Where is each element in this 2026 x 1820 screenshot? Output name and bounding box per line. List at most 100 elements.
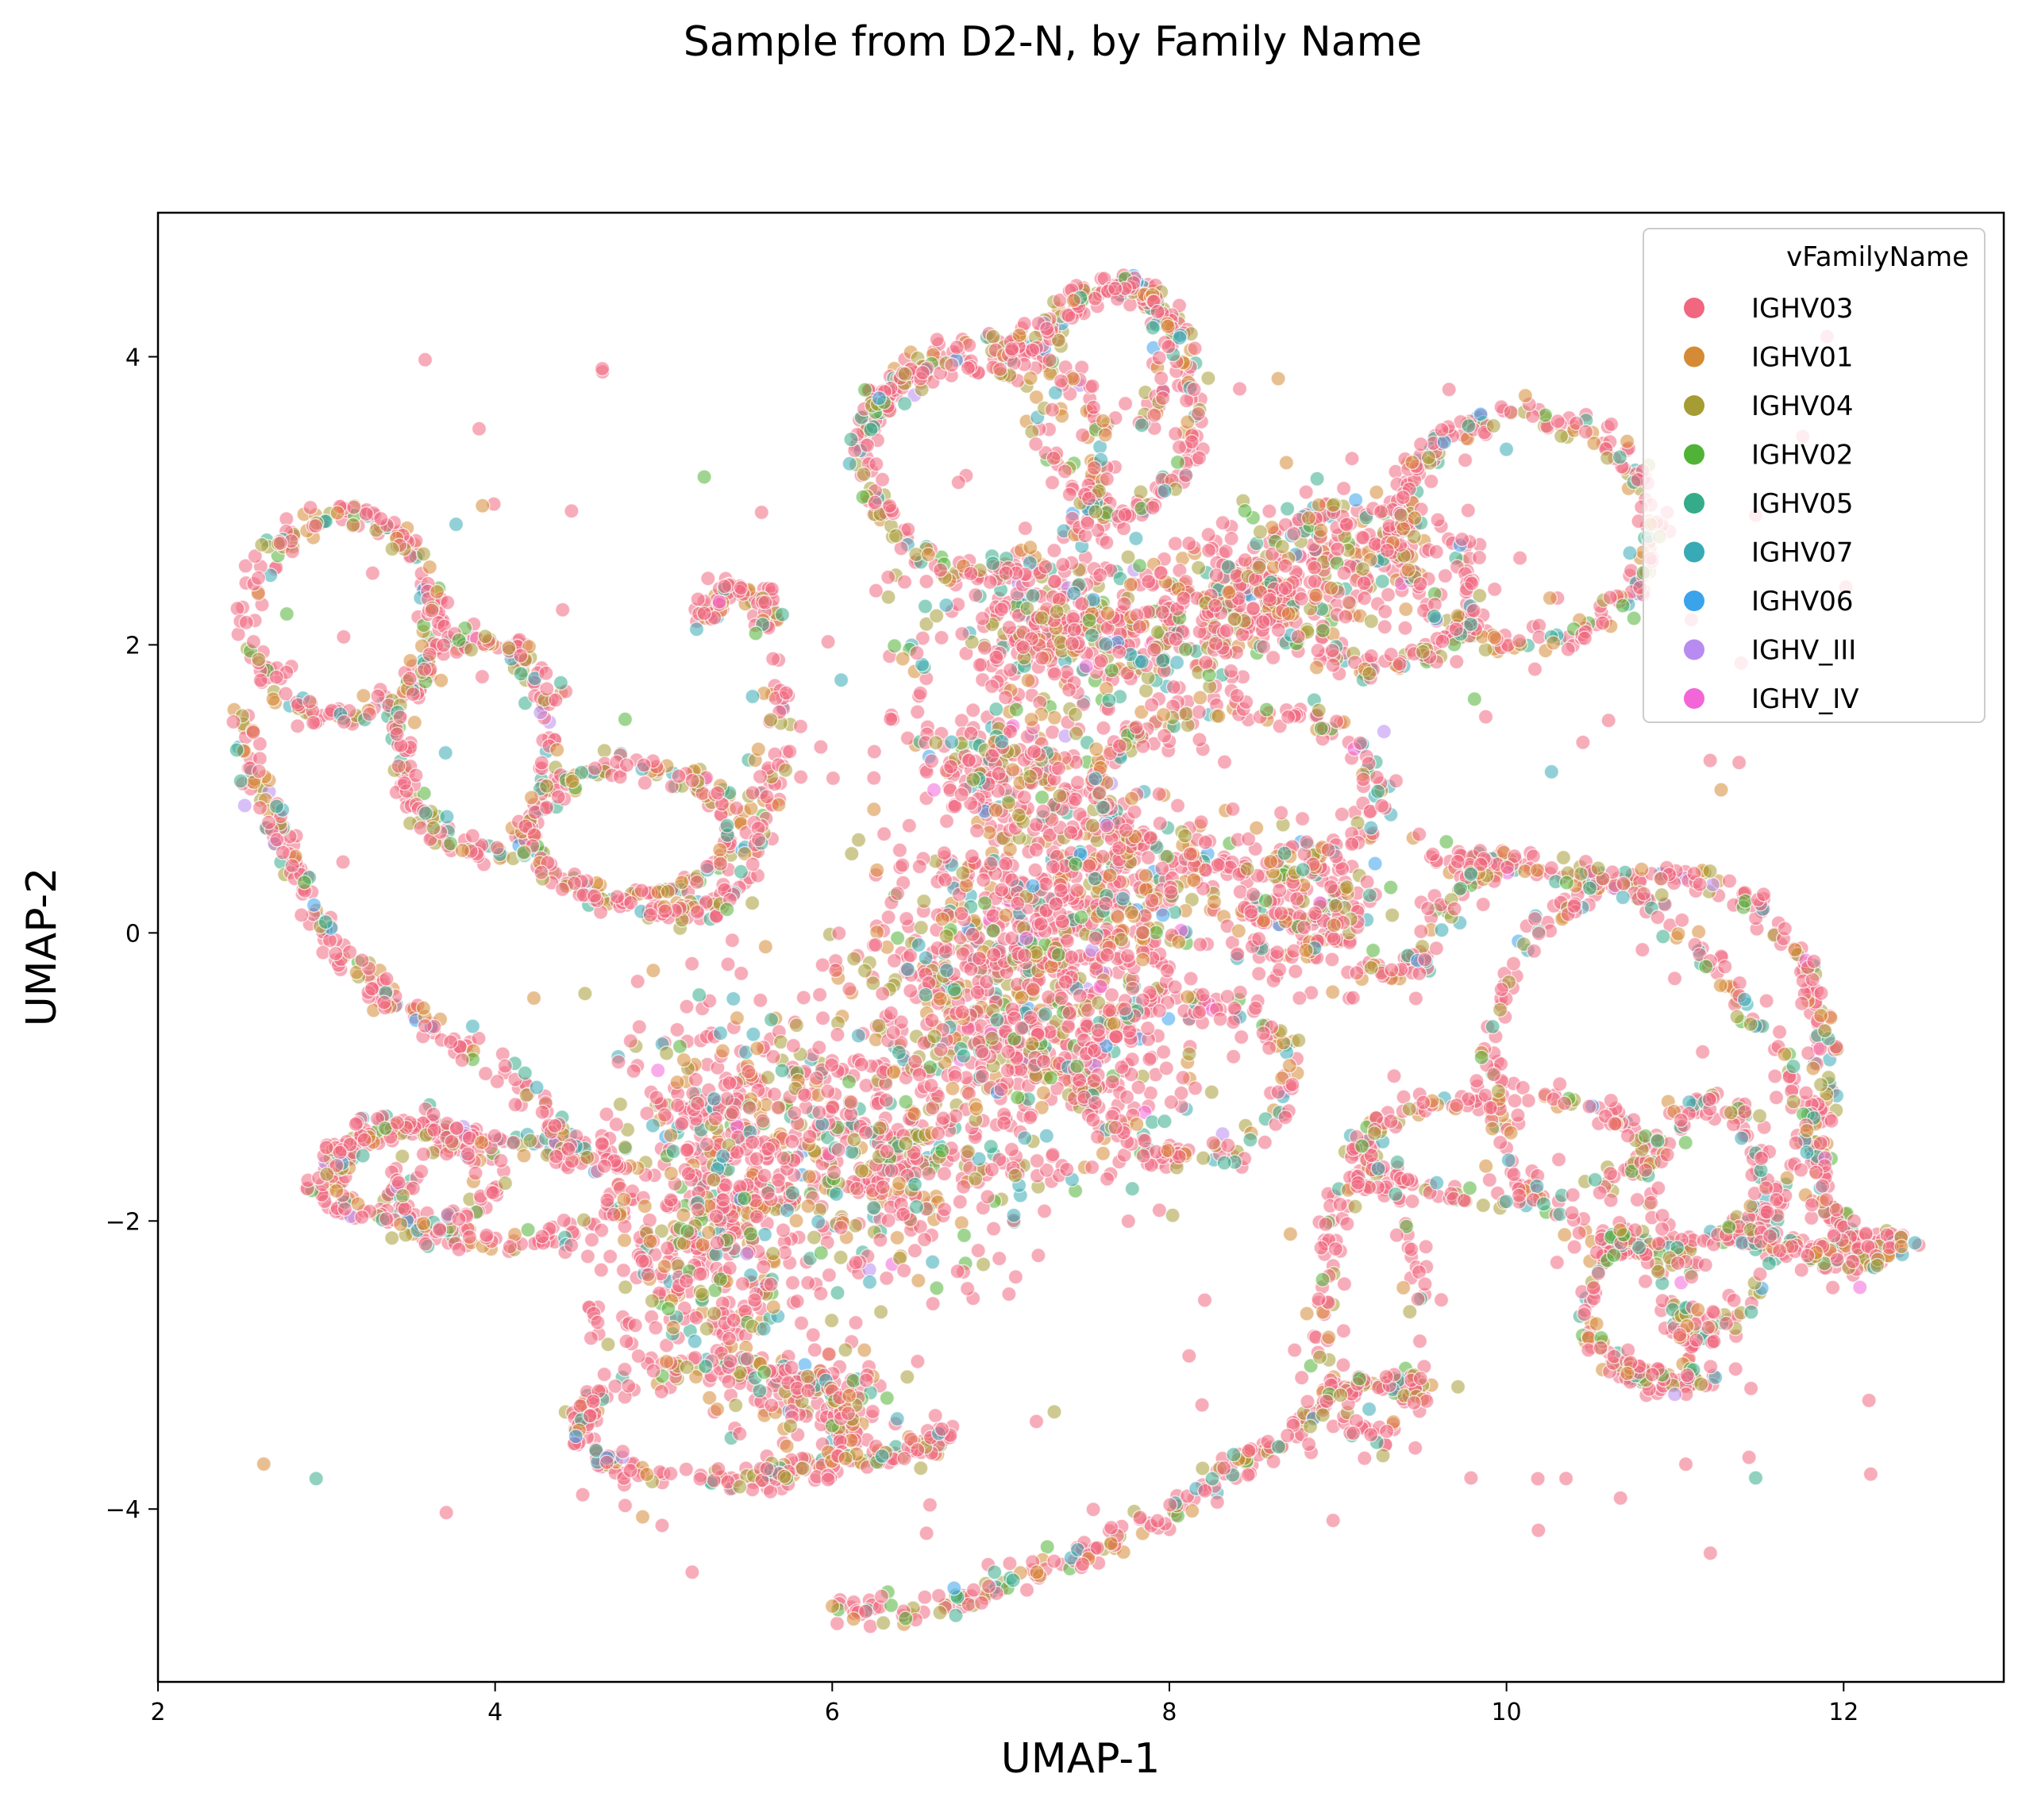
scatter-point <box>749 1209 765 1225</box>
scatter-point <box>1035 803 1051 819</box>
scatter-point <box>1367 856 1383 872</box>
scatter-point <box>827 962 844 979</box>
scatter-point <box>1512 633 1527 649</box>
scatter-point <box>1404 454 1420 471</box>
scatter-point <box>975 1256 992 1272</box>
scatter-point <box>1232 883 1249 900</box>
scatter-point <box>789 1293 805 1310</box>
scatter-point <box>1016 789 1033 806</box>
scatter-point <box>1046 573 1063 590</box>
scatter-point <box>439 809 455 825</box>
scatter-point <box>801 1168 818 1185</box>
scatter-point <box>753 992 768 1009</box>
scatter-point <box>726 991 741 1007</box>
scatter-point <box>1354 561 1371 577</box>
scatter-point <box>741 1100 758 1116</box>
scatter-point <box>879 1390 896 1406</box>
scatter-point <box>699 859 715 875</box>
scatter-point <box>857 963 873 979</box>
scatter-point <box>1252 524 1269 540</box>
scatter-point <box>634 1253 650 1269</box>
scatter-point <box>1271 961 1288 978</box>
scatter-point <box>918 950 934 966</box>
scatter-point <box>749 1041 765 1056</box>
scatter-point <box>1225 801 1241 818</box>
scatter-point <box>1311 497 1327 513</box>
scatter-point <box>785 1037 802 1054</box>
scatter-point <box>1273 805 1289 821</box>
scatter-point <box>926 782 942 798</box>
scatter-point <box>1146 642 1162 658</box>
scatter-point <box>250 570 267 586</box>
scatter-point <box>770 1172 787 1188</box>
scatter-point <box>745 1026 761 1042</box>
scatter-point <box>1466 602 1482 618</box>
scatter-point <box>911 858 928 875</box>
scatter-point <box>969 1101 984 1117</box>
scatter-point <box>695 1287 711 1302</box>
scatter-point <box>891 1045 907 1060</box>
scatter-point <box>1133 484 1149 500</box>
scatter-point <box>823 1312 840 1329</box>
scatter-point <box>955 865 971 881</box>
scatter-point <box>361 706 378 722</box>
scatter-point <box>1038 1128 1055 1144</box>
scatter-point <box>991 1250 1007 1267</box>
scatter-point <box>729 1145 745 1160</box>
scatter-point <box>1048 896 1064 912</box>
scatter-point <box>1308 587 1324 603</box>
scatter-point <box>805 1327 821 1343</box>
scatter-point <box>833 672 849 688</box>
scatter-point <box>665 1319 681 1336</box>
scatter-point <box>674 875 690 891</box>
scatter-point <box>891 1175 907 1191</box>
scatter-point <box>926 1028 942 1045</box>
scatter-point <box>1036 1203 1053 1219</box>
scatter-point <box>564 773 580 789</box>
scatter-point <box>915 630 931 646</box>
scatter-point <box>845 1372 861 1389</box>
scatter-point <box>272 535 288 551</box>
scatter-point <box>934 911 950 927</box>
scatter-point <box>1017 1130 1033 1146</box>
scatter-point <box>663 1165 680 1182</box>
scatter-point <box>523 790 540 806</box>
scatter-point <box>719 1091 735 1106</box>
scatter-point <box>821 1346 838 1362</box>
scatter-point <box>1553 428 1570 444</box>
scatter-point <box>422 646 437 663</box>
scatter-point <box>893 1014 909 1030</box>
scatter-point <box>1237 552 1254 568</box>
scatter-point <box>706 1172 722 1188</box>
scatter-point <box>989 1012 1005 1028</box>
scatter-point <box>889 930 906 946</box>
scatter-point <box>1420 449 1437 466</box>
scatter-point <box>712 1025 729 1041</box>
scatter-point <box>1243 903 1259 920</box>
scatter-point <box>1060 1018 1077 1035</box>
scatter-point <box>961 752 977 768</box>
scatter-point <box>1464 575 1480 591</box>
scatter-point <box>826 1164 842 1180</box>
scatter-point <box>880 1212 896 1229</box>
scatter-point <box>974 610 991 626</box>
scatter-point <box>847 1218 864 1233</box>
scatter-point <box>1338 517 1355 533</box>
scatter-point <box>1115 891 1131 907</box>
scatter-point <box>724 932 741 948</box>
scatter-point <box>888 528 904 544</box>
scatter-point <box>1330 541 1346 557</box>
scatter-point <box>1059 933 1076 949</box>
scatter-point <box>924 1254 941 1270</box>
scatter-point <box>984 1161 1000 1178</box>
scatter-point <box>757 939 773 955</box>
scatter-point <box>1074 596 1090 612</box>
scatter-point <box>867 494 883 510</box>
scatter-point <box>690 1202 706 1218</box>
scatter-point <box>907 1242 923 1259</box>
scatter-point <box>1187 341 1203 356</box>
scatter-point <box>290 718 306 734</box>
scatter-point <box>680 1223 695 1239</box>
scatter-point <box>889 1410 905 1427</box>
scatter-point <box>554 881 571 898</box>
